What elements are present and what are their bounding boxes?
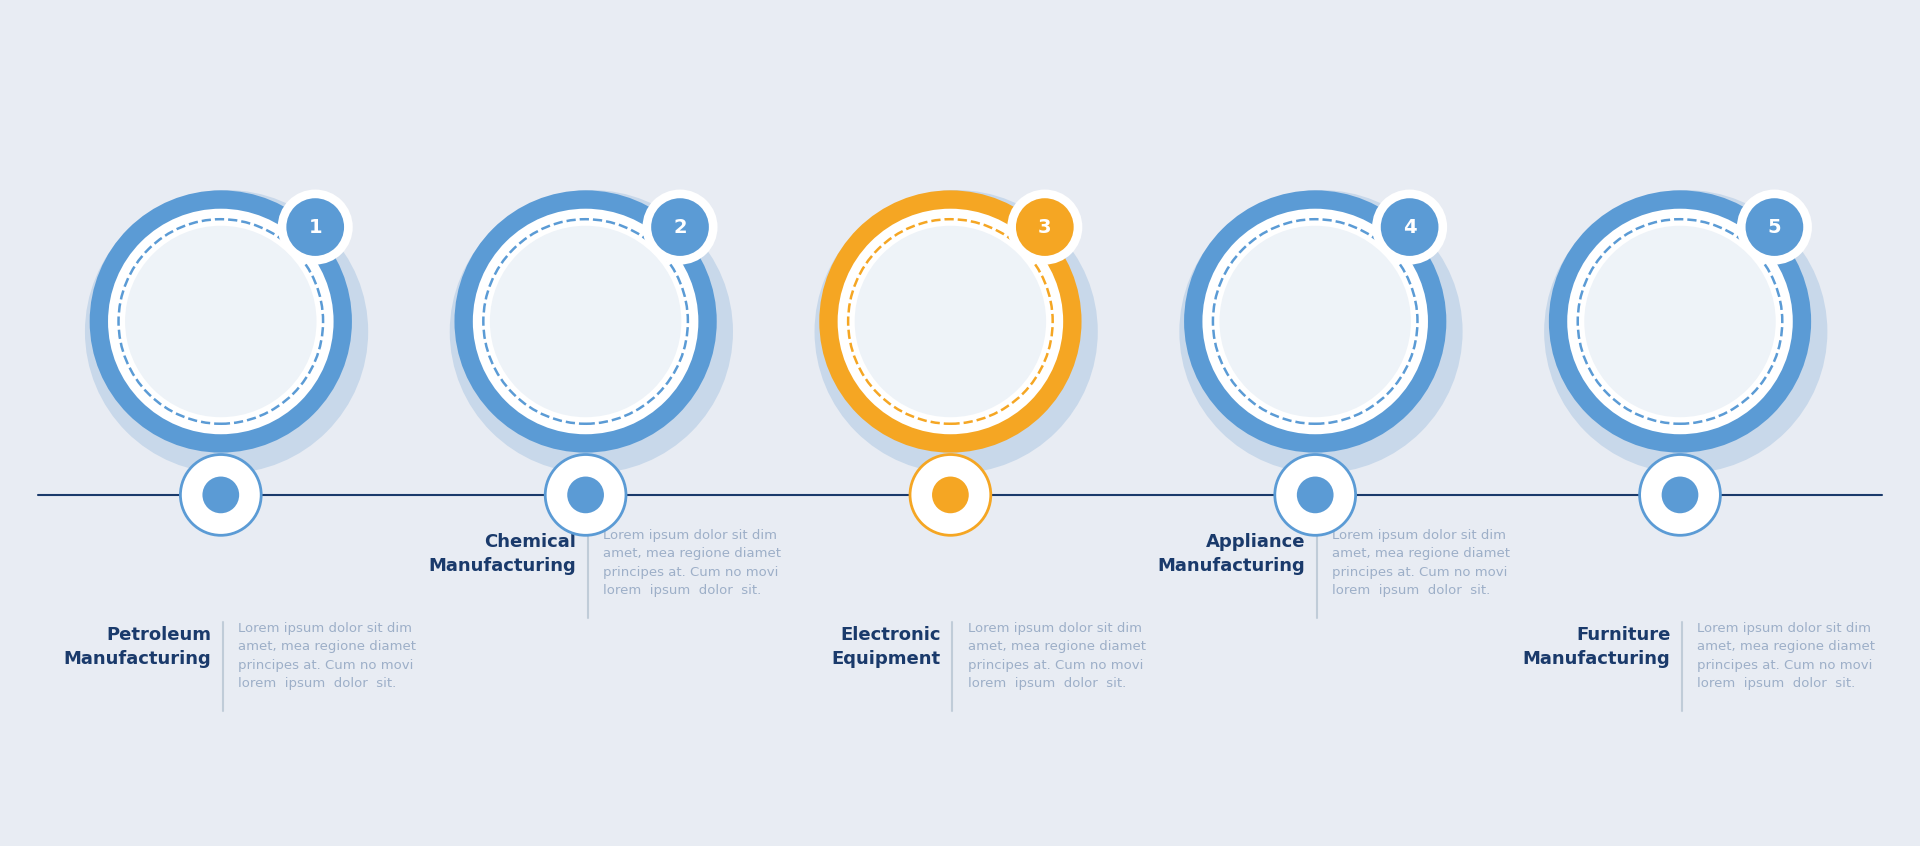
Ellipse shape	[278, 190, 353, 265]
Text: 2: 2	[674, 217, 687, 237]
Ellipse shape	[84, 190, 369, 473]
Text: Appliance
Manufacturing: Appliance Manufacturing	[1158, 533, 1306, 574]
Text: Petroleum
Manufacturing: Petroleum Manufacturing	[63, 626, 211, 667]
Text: 3: 3	[1039, 217, 1052, 237]
Text: Furniture
Manufacturing: Furniture Manufacturing	[1523, 626, 1670, 667]
Ellipse shape	[1661, 476, 1699, 514]
Text: Electronic
Equipment: Electronic Equipment	[831, 626, 941, 667]
Ellipse shape	[566, 476, 605, 514]
Text: Lorem ipsum dolor sit dim
amet, mea regione diamet
principes at. Cum no movi
lor: Lorem ipsum dolor sit dim amet, mea regi…	[968, 622, 1146, 690]
Ellipse shape	[854, 226, 1046, 417]
Ellipse shape	[1219, 226, 1411, 417]
Ellipse shape	[1185, 190, 1446, 453]
Ellipse shape	[108, 209, 334, 434]
Ellipse shape	[125, 226, 317, 417]
Ellipse shape	[1380, 198, 1438, 256]
Text: 5: 5	[1768, 217, 1782, 237]
Ellipse shape	[202, 476, 240, 514]
Text: 1: 1	[309, 217, 323, 237]
Text: 4: 4	[1404, 217, 1417, 237]
Ellipse shape	[1296, 476, 1334, 514]
Ellipse shape	[651, 198, 708, 256]
Ellipse shape	[1738, 190, 1812, 265]
Ellipse shape	[1179, 190, 1463, 473]
Ellipse shape	[286, 198, 344, 256]
Ellipse shape	[1016, 198, 1073, 256]
Ellipse shape	[449, 190, 733, 473]
Ellipse shape	[643, 190, 718, 265]
Ellipse shape	[472, 209, 699, 434]
Text: Chemical
Manufacturing: Chemical Manufacturing	[428, 533, 576, 574]
Ellipse shape	[455, 190, 716, 453]
Ellipse shape	[90, 190, 351, 453]
Ellipse shape	[837, 209, 1064, 434]
Ellipse shape	[820, 190, 1081, 453]
Text: Lorem ipsum dolor sit dim
amet, mea regione diamet
principes at. Cum no movi
lor: Lorem ipsum dolor sit dim amet, mea regi…	[238, 622, 417, 690]
Ellipse shape	[1008, 190, 1083, 265]
Ellipse shape	[1202, 209, 1428, 434]
Text: Lorem ipsum dolor sit dim
amet, mea regione diamet
principes at. Cum no movi
lor: Lorem ipsum dolor sit dim amet, mea regi…	[1697, 622, 1876, 690]
Ellipse shape	[1544, 190, 1828, 473]
Ellipse shape	[1549, 190, 1811, 453]
Ellipse shape	[1567, 209, 1793, 434]
Ellipse shape	[545, 454, 626, 536]
Ellipse shape	[931, 476, 970, 514]
Ellipse shape	[490, 226, 682, 417]
Ellipse shape	[1745, 198, 1803, 256]
Ellipse shape	[1640, 454, 1720, 536]
Ellipse shape	[910, 454, 991, 536]
Text: Lorem ipsum dolor sit dim
amet, mea regione diamet
principes at. Cum no movi
lor: Lorem ipsum dolor sit dim amet, mea regi…	[603, 529, 781, 597]
Ellipse shape	[180, 454, 261, 536]
Ellipse shape	[1275, 454, 1356, 536]
Text: Lorem ipsum dolor sit dim
amet, mea regione diamet
principes at. Cum no movi
lor: Lorem ipsum dolor sit dim amet, mea regi…	[1332, 529, 1511, 597]
Ellipse shape	[1373, 190, 1448, 265]
Ellipse shape	[814, 190, 1098, 473]
Ellipse shape	[1584, 226, 1776, 417]
